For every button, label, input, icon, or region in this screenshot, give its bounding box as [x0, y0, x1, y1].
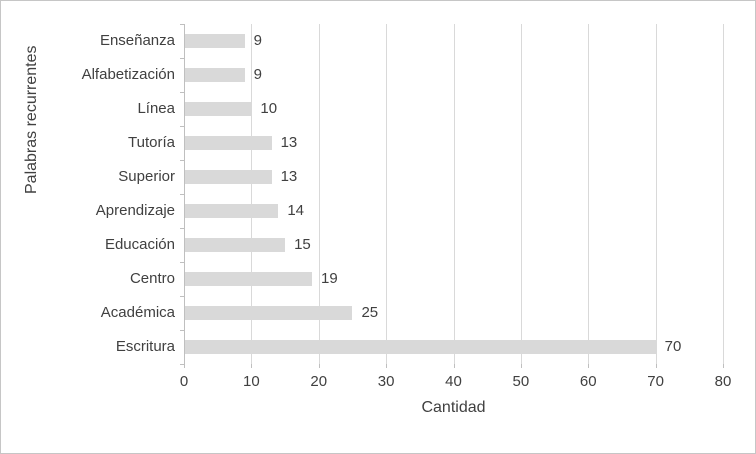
category-label: Académica [100, 304, 175, 321]
bar-superior [184, 170, 272, 184]
y-axis-tick [180, 296, 185, 297]
gridline [318, 24, 320, 364]
bar-centro [184, 272, 312, 286]
gridline [453, 24, 455, 364]
gridline [386, 24, 388, 364]
x-tick-label: 70 [647, 373, 664, 390]
y-axis-tick [180, 160, 185, 161]
x-axis-tick [588, 364, 590, 368]
category-label: Aprendizaje [95, 202, 175, 219]
gridline [251, 24, 253, 364]
y-axis-tick [180, 330, 185, 331]
category-label: Enseñanza [99, 32, 175, 49]
y-axis-tick [180, 58, 185, 59]
x-tick-label: 40 [445, 373, 462, 390]
plot-area: 9 9 10 13 13 14 15 19 25 70 [184, 24, 724, 364]
x-tick-label: 50 [512, 373, 530, 390]
bar-escritura [184, 340, 656, 354]
value-label: 70 [664, 338, 682, 355]
x-axis-tick [655, 364, 657, 368]
x-axis-tick [318, 364, 320, 368]
gridline [520, 24, 522, 364]
y-axis-tick [180, 262, 185, 263]
bar-educación [184, 238, 286, 252]
x-axis-tick [520, 364, 522, 368]
y-axis-title-text: Palabras recurrentes [23, 45, 40, 194]
category-label: Centro [129, 270, 175, 287]
x-axis-tick [251, 364, 253, 368]
value-label: 25 [361, 304, 379, 321]
x-tick-label: 0 [179, 373, 189, 390]
x-axis-tick [386, 364, 388, 368]
value-label: 9 [253, 66, 262, 83]
gridline [588, 24, 590, 364]
value-label: 13 [280, 168, 298, 185]
x-axis-tick [184, 364, 185, 368]
x-tick-label: 30 [377, 373, 395, 390]
y-axis-tick [180, 24, 185, 25]
value-label: 14 [287, 202, 304, 219]
x-tick-label: 80 [714, 373, 732, 390]
category-label: Alfabetización [81, 66, 175, 83]
bar-alfabetización [184, 68, 245, 82]
value-label: 13 [280, 134, 298, 151]
bar-aprendizaje [184, 204, 279, 218]
gridline [723, 24, 724, 364]
bar-académica [184, 306, 353, 320]
value-label: 9 [253, 32, 262, 49]
value-label: 15 [294, 236, 311, 253]
bar-tutoría [184, 136, 272, 150]
y-axis-tick [180, 92, 185, 93]
x-axis-tick [723, 364, 724, 368]
value-label: 10 [260, 100, 278, 117]
x-tick-label: 10 [243, 373, 260, 390]
y-axis-tick [180, 194, 185, 195]
bar-línea [184, 102, 252, 116]
y-axis-tick [180, 228, 185, 229]
category-label: Línea [137, 100, 175, 117]
category-label: Educación [104, 236, 175, 253]
y-axis-tick [180, 126, 185, 127]
category-label: Tutoría [128, 134, 175, 151]
category-label: Escritura [115, 338, 175, 355]
value-label: 19 [321, 270, 338, 287]
gridline [655, 24, 657, 364]
x-tick-label: 60 [579, 373, 597, 390]
category-label: Superior [118, 168, 175, 185]
bar-enseñanza [184, 34, 245, 48]
x-tick-label: 20 [310, 373, 328, 390]
y-axis-tick [180, 364, 185, 365]
x-axis-tick [453, 364, 455, 368]
x-axis-title: Cantidad [421, 399, 486, 416]
